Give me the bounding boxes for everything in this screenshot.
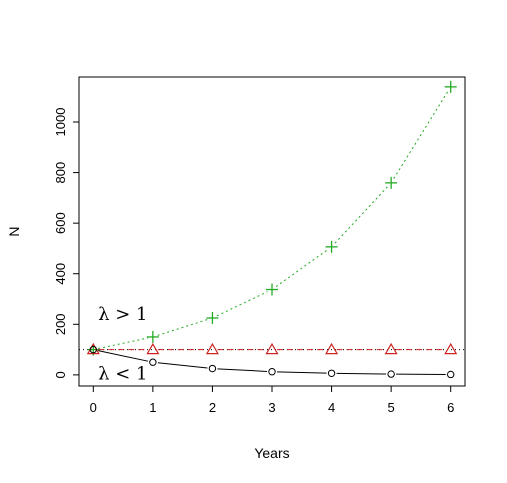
series-line-segment: [276, 371, 327, 374]
series-line-segment: [157, 319, 208, 336]
series-line-segment: [98, 350, 149, 362]
x-tick-label: 6: [447, 400, 454, 415]
data-point-circle: [447, 370, 455, 379]
data-point-plus: [325, 240, 338, 253]
series-line-segment: [216, 291, 268, 317]
x-tick-label: 2: [209, 400, 216, 415]
x-tick-label: 3: [268, 400, 275, 415]
series-line-segment: [336, 372, 387, 375]
series-0: [87, 80, 457, 356]
plot-frame: [78, 76, 466, 387]
x-axis-label: Years: [254, 445, 289, 461]
annotations: λ > 1 λ < 1: [98, 304, 147, 384]
y-tick-label: 800: [53, 162, 68, 184]
data-point-plus: [266, 283, 278, 296]
series-line-segment: [98, 337, 149, 350]
data-point-triangle: [146, 342, 160, 355]
data-point-triangle: [265, 342, 279, 355]
y-tick-label: 400: [53, 263, 68, 285]
y-tick-label: 200: [53, 313, 68, 335]
x-tick-label: 1: [149, 400, 156, 415]
data-point-circle: [327, 369, 336, 377]
y-axis: 0 200 400 600 800 1000: [53, 108, 79, 378]
series-line-segment: [393, 90, 449, 179]
data-point-plus: [385, 176, 398, 189]
x-tick-label: 5: [388, 400, 395, 415]
data-point-triangle: [444, 342, 458, 355]
x-tick-label: 4: [328, 400, 335, 415]
y-tick-label: 600: [53, 212, 68, 234]
series-2: [89, 345, 455, 379]
series-line-segment: [275, 249, 328, 288]
series-line-segment: [157, 362, 208, 369]
data-point-triangle: [384, 342, 398, 355]
data-point-circle: [89, 345, 97, 354]
data-point-circle: [387, 370, 395, 378]
data-point-triangle: [205, 342, 219, 355]
data-point-triangle: [325, 342, 339, 355]
plot-area: [78, 76, 466, 387]
y-tick-label: 0: [53, 371, 68, 378]
series-1: [86, 342, 458, 355]
data-point-circle: [149, 358, 157, 366]
x-axis: 0 1 2 3 4 5 6: [90, 386, 454, 415]
data-point-plus: [206, 311, 219, 324]
series-line-segment: [217, 368, 268, 372]
x-tick-label: 0: [90, 400, 97, 415]
y-tick-label: 1000: [53, 108, 68, 137]
data-point-plus: [146, 330, 159, 343]
data-point-circle: [268, 368, 276, 376]
series-line-segment: [334, 186, 389, 244]
annotation-1: λ < 1: [98, 364, 147, 385]
data-point-plus: [444, 80, 457, 93]
annotation-0: λ > 1: [98, 304, 147, 325]
data-point-circle: [208, 364, 217, 373]
y-axis-label: N: [6, 226, 22, 236]
